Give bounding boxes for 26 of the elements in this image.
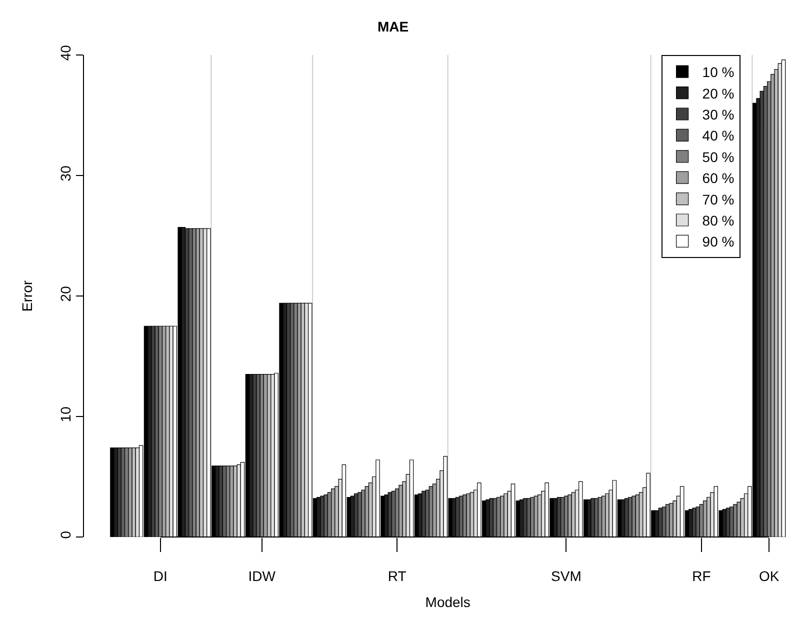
x-tick-label: RF [692, 568, 711, 584]
legend-label: 50 % [702, 148, 734, 165]
x-tick-label: DI [153, 568, 168, 584]
legend-label: 90 % [702, 234, 734, 250]
x-tick-label: OK [758, 568, 780, 584]
legend-label: 60 % [702, 170, 734, 186]
legend-label: 10 % [702, 64, 734, 80]
legend-label: 40 % [702, 128, 734, 144]
bar [114, 448, 118, 537]
y-tick-label: 40 [57, 44, 74, 61]
legend-label: 30 % [702, 106, 734, 122]
legend-label: 80 % [702, 212, 734, 228]
chart-title: MAE [377, 18, 409, 34]
legend-label: 70 % [702, 191, 734, 208]
bar [154, 326, 159, 537]
y-axis-title: Error [19, 280, 35, 312]
y-tick-label: 10 [57, 406, 74, 422]
bar [132, 448, 136, 537]
y-tick-label: 0 [57, 530, 74, 539]
legend-label: 20 % [702, 85, 734, 102]
x-tick-label: SVM [551, 568, 582, 584]
y-tick-label: 30 [57, 165, 74, 182]
x-tick-label: IDW [248, 568, 276, 584]
x-tick-label: RT [388, 568, 407, 584]
y-tick-label: 20 [57, 286, 74, 302]
x-axis-title: Models [425, 594, 470, 610]
